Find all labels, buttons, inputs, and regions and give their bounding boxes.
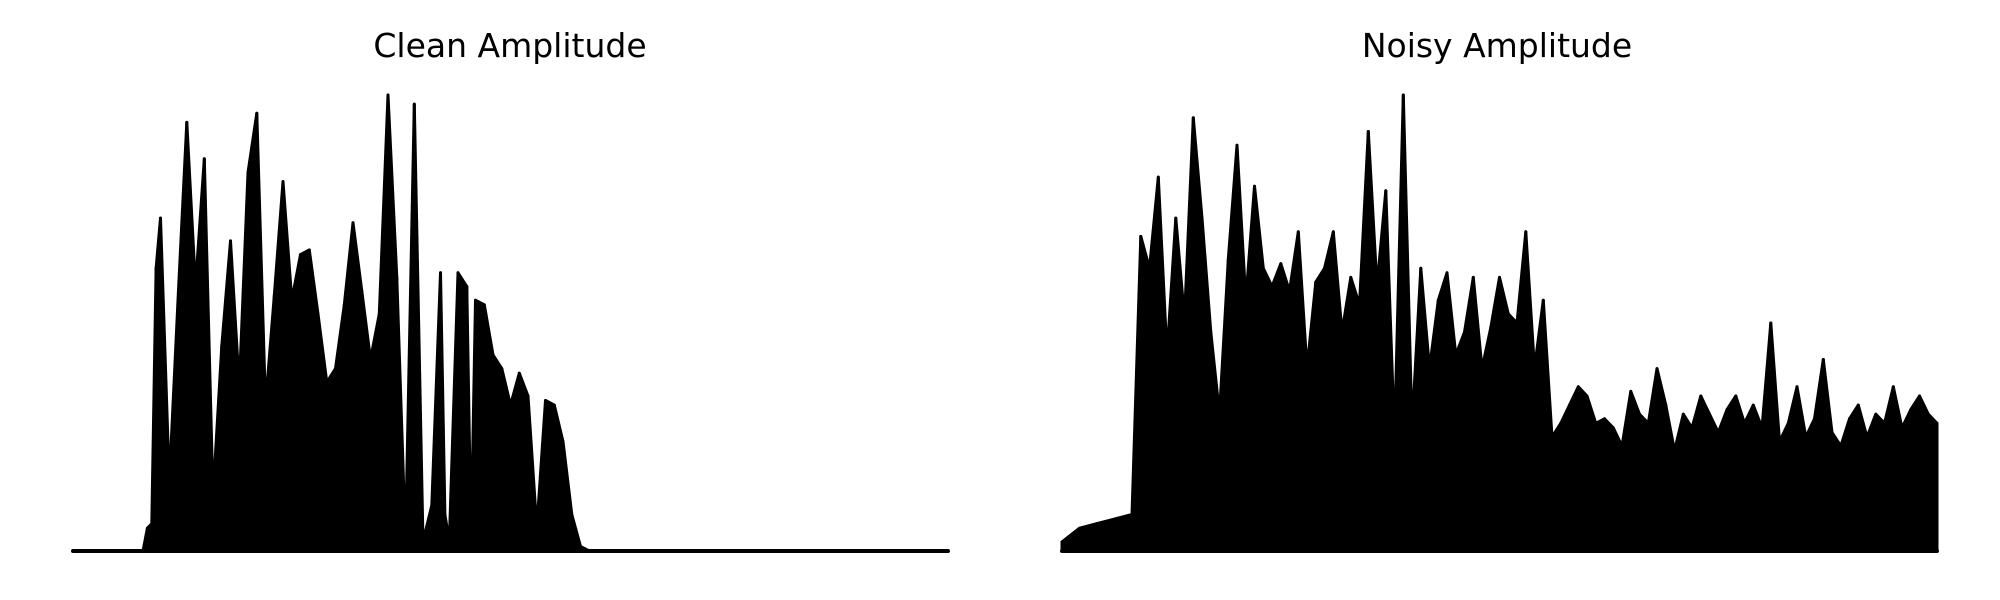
chart-title-clean-amplitude: Clean Amplitude	[373, 26, 647, 65]
chart-title-noisy-amplitude: Noisy Amplitude	[1361, 26, 1633, 65]
